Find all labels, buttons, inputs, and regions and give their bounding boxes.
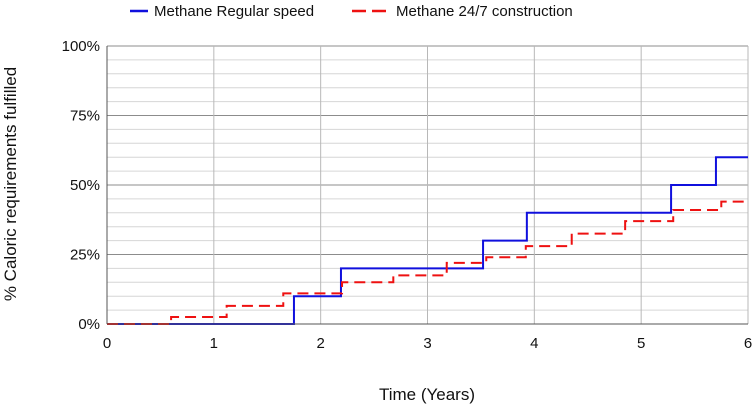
y-axis-title: % Caloric requirements fulfilled [1,67,20,301]
axes [106,46,748,325]
series-line-0 [107,156,748,325]
y-tick-label: 0% [78,316,100,333]
series-layer [107,156,748,325]
x-tick-label: 3 [423,335,431,352]
x-axis-title: Time (Years) [379,385,475,404]
x-tick-labels: 0 1 2 3 4 5 6 [103,335,752,352]
y-tick-labels: 0% 25% 50% 75% 100% [62,38,100,333]
y-tick-label: 50% [70,177,100,194]
x-tick-label: 4 [530,335,538,352]
legend-label-regular-speed: Methane Regular speed [154,3,314,20]
x-tick-label: 0 [103,335,111,352]
x-tick-label: 6 [744,335,752,352]
y-tick-label: 100% [62,38,100,55]
x-tick-label: 5 [637,335,645,352]
legend: Methane Regular speed Methane 24/7 const… [130,3,573,20]
y-tick-label: 25% [70,247,100,264]
y-tick-label: 75% [70,108,100,125]
x-tick-label: 1 [210,335,218,352]
legend-label-24-7-construction: Methane 24/7 construction [396,3,573,20]
x-tick-label: 2 [316,335,324,352]
